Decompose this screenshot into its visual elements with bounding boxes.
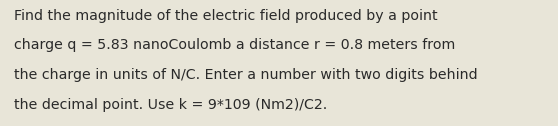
Text: the charge in units of N/C. Enter a number with two digits behind: the charge in units of N/C. Enter a numb… xyxy=(14,68,478,82)
Text: Find the magnitude of the electric field produced by a point: Find the magnitude of the electric field… xyxy=(14,9,437,23)
Text: the decimal point. Use k = 9*109 (Nm2)/C2.: the decimal point. Use k = 9*109 (Nm2)/C… xyxy=(14,98,327,112)
Text: charge q = 5.83 nanoCoulomb a distance r = 0.8 meters from: charge q = 5.83 nanoCoulomb a distance r… xyxy=(14,38,455,52)
